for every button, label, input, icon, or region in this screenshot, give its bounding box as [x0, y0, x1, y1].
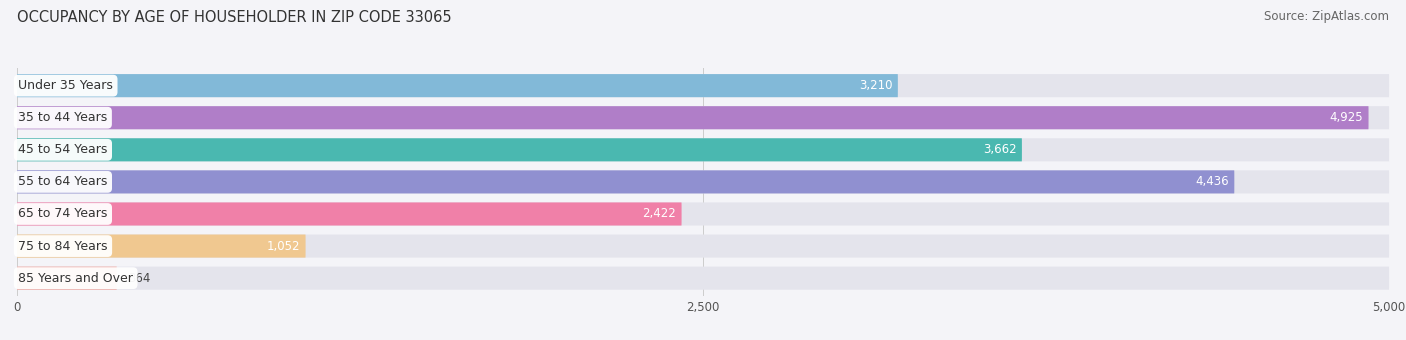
Text: 2,422: 2,422 — [643, 207, 676, 220]
Text: 3,662: 3,662 — [983, 143, 1017, 156]
Text: Under 35 Years: Under 35 Years — [18, 79, 112, 92]
Text: Source: ZipAtlas.com: Source: ZipAtlas.com — [1264, 10, 1389, 23]
FancyBboxPatch shape — [17, 202, 682, 225]
FancyBboxPatch shape — [17, 267, 117, 290]
FancyBboxPatch shape — [17, 106, 1368, 129]
FancyBboxPatch shape — [17, 74, 1389, 97]
Text: 65 to 74 Years: 65 to 74 Years — [18, 207, 108, 220]
Text: OCCUPANCY BY AGE OF HOUSEHOLDER IN ZIP CODE 33065: OCCUPANCY BY AGE OF HOUSEHOLDER IN ZIP C… — [17, 10, 451, 25]
FancyBboxPatch shape — [17, 202, 1389, 225]
FancyBboxPatch shape — [17, 267, 1389, 290]
Text: 4,925: 4,925 — [1330, 111, 1362, 124]
Text: 75 to 84 Years: 75 to 84 Years — [18, 240, 108, 253]
FancyBboxPatch shape — [17, 138, 1389, 162]
Text: 45 to 54 Years: 45 to 54 Years — [18, 143, 108, 156]
Text: 1,052: 1,052 — [267, 240, 299, 253]
FancyBboxPatch shape — [17, 235, 1389, 258]
Text: 364: 364 — [128, 272, 150, 285]
FancyBboxPatch shape — [17, 74, 898, 97]
Text: 3,210: 3,210 — [859, 79, 893, 92]
FancyBboxPatch shape — [17, 170, 1234, 193]
Text: 4,436: 4,436 — [1195, 175, 1229, 188]
Text: 55 to 64 Years: 55 to 64 Years — [18, 175, 108, 188]
FancyBboxPatch shape — [17, 138, 1022, 162]
FancyBboxPatch shape — [17, 235, 305, 258]
Text: 35 to 44 Years: 35 to 44 Years — [18, 111, 107, 124]
FancyBboxPatch shape — [17, 106, 1389, 129]
Text: 85 Years and Over: 85 Years and Over — [18, 272, 134, 285]
FancyBboxPatch shape — [17, 170, 1389, 193]
